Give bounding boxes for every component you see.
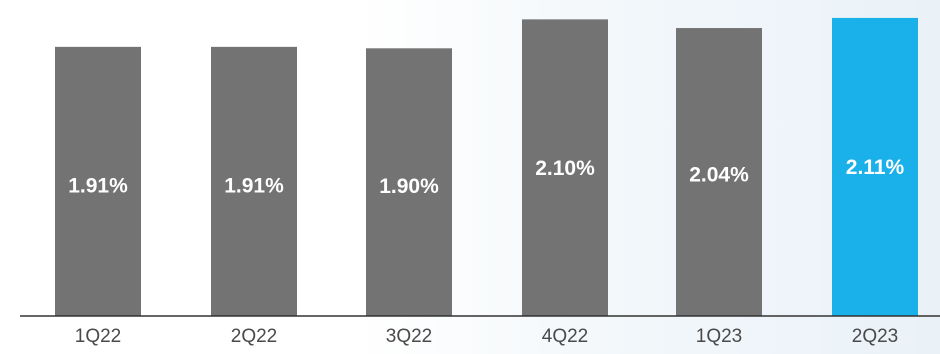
- x-tick-label: 2Q22: [231, 326, 277, 347]
- bar-4q22: [522, 19, 608, 317]
- bar-2q22: [211, 46, 297, 316]
- bar-2q23: [832, 17, 918, 316]
- bar-value-label: 1.91%: [68, 174, 128, 197]
- x-tick-label: 4Q22: [542, 326, 588, 347]
- x-tick-label: 1Q22: [75, 326, 121, 347]
- x-tick-label: 2Q23: [852, 326, 898, 347]
- bar-1q22: [55, 46, 141, 316]
- bar-value-label: 2.04%: [689, 164, 749, 187]
- x-tick-label: 3Q22: [386, 326, 432, 347]
- bar-3q22: [366, 48, 452, 317]
- bar-value-label: 2.11%: [846, 156, 905, 179]
- bar-value-label: 1.91%: [224, 174, 284, 197]
- bar-value-label: 2.10%: [535, 157, 595, 180]
- bar-value-label: 1.90%: [379, 175, 439, 198]
- x-tick-label: 1Q23: [696, 326, 742, 347]
- x-axis-ticks: 1Q22 2Q22 3Q22 4Q22 1Q23 2Q23: [75, 326, 898, 347]
- bars-group: [55, 17, 918, 317]
- bar-1q23: [676, 28, 762, 317]
- bar-labels-group: 1.91% 1.91% 1.90% 2.10% 2.04% 2.11%: [68, 156, 904, 198]
